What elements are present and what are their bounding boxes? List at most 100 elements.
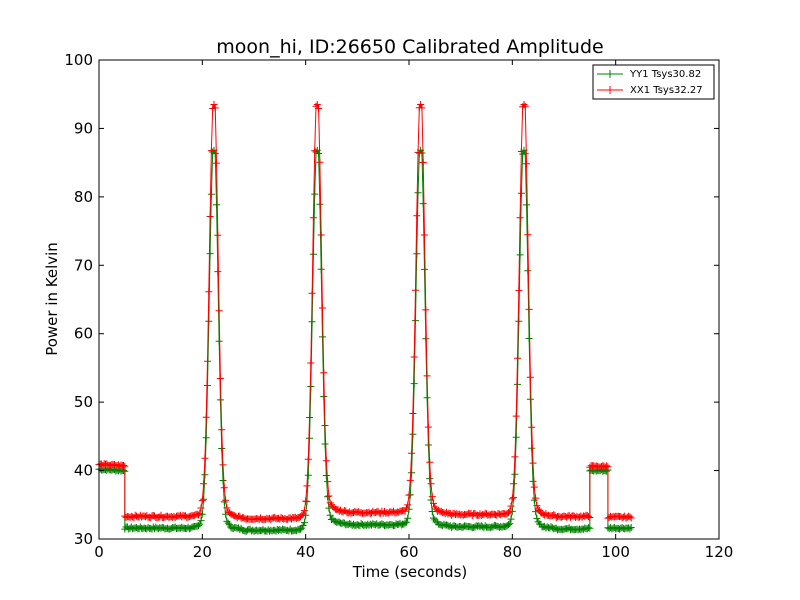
data-point	[404, 501, 412, 509]
data-point	[512, 412, 520, 420]
x-tick-label: 60	[399, 543, 418, 561]
data-point	[508, 495, 516, 503]
data-point	[517, 148, 525, 155]
y-tick-label: 70	[74, 256, 93, 274]
data-point	[409, 430, 417, 438]
series-layer	[95, 101, 635, 535]
data-point	[402, 518, 410, 526]
data-point	[120, 462, 127, 469]
data-point	[426, 475, 434, 483]
data-point	[223, 504, 231, 512]
y-tick-label: 30	[74, 530, 93, 548]
data-point	[526, 395, 534, 403]
data-point	[299, 510, 307, 518]
data-point	[526, 373, 534, 381]
data-point	[207, 190, 215, 198]
data-point	[626, 525, 634, 533]
data-point	[300, 519, 308, 527]
x-tick-label: 120	[705, 543, 734, 561]
data-point	[521, 150, 529, 158]
data-point	[202, 413, 210, 421]
data-point	[524, 267, 532, 275]
data-point	[528, 423, 536, 431]
data-point	[316, 158, 324, 166]
data-point	[315, 150, 323, 157]
data-point	[321, 422, 329, 429]
x-axis-label: Time (seconds)	[352, 563, 468, 581]
data-point	[121, 462, 129, 470]
data-point	[604, 463, 612, 471]
data-point	[303, 482, 311, 490]
x-tick-label: 80	[503, 543, 522, 561]
data-point	[299, 522, 307, 529]
data-point	[422, 306, 430, 314]
data-point	[402, 504, 410, 512]
data-point	[419, 200, 427, 208]
y-tick-label: 60	[74, 325, 93, 343]
data-point	[326, 511, 334, 519]
data-point	[197, 517, 205, 525]
data-point	[510, 494, 518, 502]
data-point	[418, 104, 426, 112]
data-point	[533, 502, 541, 510]
data-point	[514, 354, 521, 362]
data-point	[525, 305, 533, 313]
data-point	[412, 286, 419, 294]
data-point	[405, 491, 413, 499]
data-point	[302, 497, 310, 505]
data-point	[219, 477, 227, 484]
data-point	[423, 372, 431, 380]
data-point	[409, 410, 417, 417]
data-point	[219, 461, 227, 469]
data-point	[627, 514, 635, 522]
data-point	[324, 493, 332, 501]
data-point	[206, 250, 214, 258]
data-point	[419, 159, 427, 166]
data-point	[204, 357, 211, 365]
data-point	[626, 513, 634, 521]
data-point	[315, 105, 323, 112]
data-point	[321, 440, 329, 448]
data-point	[218, 426, 226, 434]
data-point	[413, 212, 421, 220]
data-point	[304, 471, 312, 479]
data-point	[313, 101, 321, 108]
data-point	[417, 101, 425, 108]
data-point	[218, 445, 226, 452]
data-point	[421, 265, 428, 273]
data-point	[515, 287, 523, 295]
data-point	[410, 353, 418, 361]
data-point	[214, 231, 222, 239]
data-point	[511, 453, 519, 461]
data-point	[506, 520, 514, 528]
data-point	[317, 231, 325, 239]
data-point	[516, 251, 524, 259]
data-point	[213, 201, 220, 209]
data-point	[210, 101, 218, 108]
data-point	[205, 288, 213, 296]
data-point	[205, 317, 213, 325]
data-point	[506, 507, 514, 515]
data-point	[532, 494, 540, 502]
data-point	[319, 304, 326, 312]
plot-frame	[98, 59, 720, 540]
data-point	[401, 507, 409, 515]
x-tick-label: 100	[601, 543, 630, 561]
data-point	[418, 149, 426, 157]
data-point	[414, 189, 422, 197]
data-point	[298, 511, 306, 519]
y-tick-label: 80	[74, 188, 93, 206]
data-point	[304, 455, 312, 463]
data-point	[523, 201, 530, 209]
data-point	[200, 480, 208, 488]
data-point	[215, 307, 223, 315]
data-point	[586, 514, 594, 521]
data-point	[206, 213, 214, 220]
data-point	[428, 493, 436, 501]
data-point	[424, 441, 432, 449]
data-point	[517, 189, 525, 197]
data-point	[207, 147, 215, 155]
data-point	[211, 150, 219, 158]
data-point	[427, 480, 435, 488]
data-point	[525, 335, 533, 342]
